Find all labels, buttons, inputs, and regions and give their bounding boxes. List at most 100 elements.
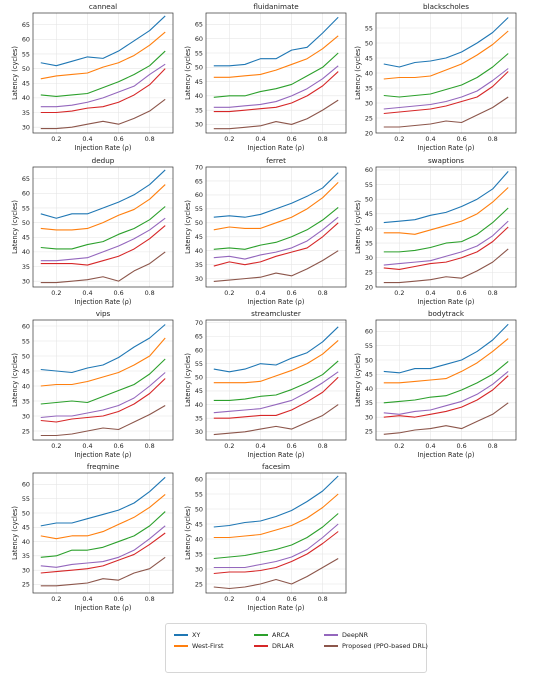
chart-freqmine-series-west-first [40,494,166,540]
chart-ferret-series-xy [213,172,339,218]
chart-bodytrack-ytick-label: 25 [365,428,373,436]
chart-facesim-series-proposed-ppo-based-drl [213,558,339,590]
chart-dedup-ytick-label: 45 [22,234,30,242]
chart-vips-xtick-label: 0.4 [82,442,92,450]
chart-streamcluster-frame [205,319,347,441]
chart-facesim-ytick-label: 50 [195,505,203,513]
chart-dedup-ytick-label: 65 [22,175,30,183]
chart-blackscholes-series-proposed-ppo-based-drl [383,96,509,128]
chart-freqmine-ytick-label: 45 [22,524,30,532]
chart-vips-xtick-label: 0.2 [51,442,61,450]
chart-canneal-series-west-first [40,31,166,80]
chart-fluidanimate-series-arca [213,52,339,98]
chart-bodytrack-xlabel: Injection Rate (ρ) [418,451,475,459]
chart-vips-ytick-label: 55 [22,337,30,345]
chart-fluidanimate-series-west-first [213,35,339,78]
chart-vips-ytick-label: 40 [22,382,30,390]
chart-fluidanimate-ytick-label: 65 [195,21,203,29]
chart-vips-ytick-label: 60 [22,322,30,330]
chart-bodytrack-title: bodytrack [428,309,465,318]
chart-bodytrack-ytick-label: 30 [365,413,373,421]
chart-freqmine-xtick-label: 0.6 [113,595,123,603]
chart-streamcluster-xtick-label: 0.4 [255,442,265,450]
chart-swaptions-ytick-label: 40 [365,225,373,233]
chart-ferret-xtick-label: 0.8 [318,289,328,297]
chart-bodytrack-ylabel: Latency (cycles) [354,353,362,407]
chart-vips-xtick-label: 0.8 [145,442,155,450]
chart-ferret-ytick-label: 50 [195,219,203,227]
chart-blackscholes-ytick-label: 40 [365,69,373,77]
chart-vips-xtick-label: 0.6 [113,442,123,450]
chart-bodytrack-ytick-label: 55 [365,342,373,350]
chart-swaptions-xtick-label: 0.2 [394,289,404,297]
chart-swaptions-xtick-label: 0.8 [488,289,498,297]
chart-blackscholes-ylabel: Latency (cycles) [354,46,362,100]
chart-streamcluster-ytick-label: 45 [195,387,203,395]
chart-bodytrack-ytick-label: 60 [365,328,373,336]
chart-bodytrack-series-xy [383,323,509,374]
chart-streamcluster-ytick-label: 50 [195,374,203,382]
chart-swaptions-series-xy [383,171,509,224]
chart-vips-series-drlar [40,378,166,423]
chart-canneal-series-drlar [40,68,166,114]
legend-swatch-xy [174,634,188,636]
chart-ferret-xtick-label: 0.4 [255,289,265,297]
legend-item-arca: ARCA [254,631,289,639]
chart-bodytrack-ytick-label: 50 [365,356,373,364]
legend-label-drlar: DRLAR [272,642,294,650]
chart-streamcluster-ytick-label: 70 [195,319,203,327]
chart-ferret-xtick-label: 0.6 [286,289,296,297]
chart-fluidanimate-ytick-label: 30 [195,121,203,129]
chart-streamcluster-ytick-label: 55 [195,360,203,368]
chart-facesim: facesim 25 30 35 40 45 50 55 60 0.2 0.4 0.6 0.8 Injec… [184,462,347,612]
chart-facesim-ytick-label: 40 [195,535,203,543]
chart-facesim-ytick-label: 55 [195,490,203,498]
chart-facesim-series-arca [213,513,339,560]
chart-dedup-title: dedup [92,156,115,165]
chart-streamcluster-ylabel: Latency (cycles) [184,353,192,407]
chart-bodytrack-series-proposed-ppo-based-drl [383,402,509,435]
chart-facesim-series-deepnr [213,523,339,569]
chart-swaptions-title: swaptions [428,156,464,165]
chart-ferret-ytick-label: 35 [195,261,203,269]
chart-blackscholes-ytick-label: 50 [365,39,373,47]
chart-fluidanimate-series-drlar [213,71,339,113]
chart-swaptions-ytick-label: 55 [365,181,373,189]
chart-streamcluster-ytick-label: 60 [195,346,203,354]
chart-streamcluster-series-drlar [213,376,339,419]
chart-swaptions-frame [375,166,517,288]
chart-streamcluster-xtick-label: 0.6 [286,442,296,450]
chart-facesim-series-west-first [213,493,339,539]
chart-vips-xlabel: Injection Rate (ρ) [75,451,132,459]
chart-blackscholes-ytick-label: 55 [365,24,373,32]
legend-label-arca: ARCA [272,631,290,639]
chart-freqmine-title: freqmine [87,462,120,471]
chart-bodytrack-xtick-label: 0.4 [425,442,435,450]
chart-swaptions-ytick-label: 20 [365,283,373,291]
chart-freqmine-frame [32,472,174,594]
chart-facesim-ytick-label: 35 [195,550,203,558]
chart-canneal-ytick-label: 50 [22,65,30,73]
legend-swatch-west-first [174,645,188,647]
chart-vips-series-xy [40,324,166,374]
chart-dedup-ytick-label: 55 [22,204,30,212]
chart-fluidanimate-xtick-label: 0.4 [255,135,265,143]
chart-canneal-ytick-label: 35 [22,109,30,117]
chart-vips-frame [32,319,174,441]
chart-bodytrack-xtick-label: 0.2 [394,442,404,450]
chart-streamcluster-series-proposed-ppo-based-drl [213,404,339,436]
chart-freqmine-series-xy [40,476,166,527]
chart-swaptions-xtick-label: 0.6 [456,289,466,297]
chart-facesim-frame [205,472,347,594]
chart-blackscholes: blackscholes 20 25 30 35 40 45 50 55 0.2 0.4 0.6 0.8… [354,2,517,152]
chart-facesim-ytick-label: 45 [195,520,203,528]
chart-canneal-xtick-label: 0.8 [145,135,155,143]
chart-bodytrack-xtick-label: 0.6 [456,442,466,450]
legend-label-xy: XY [192,631,201,639]
chart-swaptions-ytick-label: 50 [365,195,373,203]
chart-ferret-ytick-label: 65 [195,177,203,185]
chart-bodytrack-ytick-label: 35 [365,399,373,407]
legend-item-proposed: Proposed (PPO-based DRL) [324,642,428,650]
chart-bodytrack-ytick-label: 45 [365,371,373,379]
chart-swaptions-ytick-label: 60 [365,166,373,174]
